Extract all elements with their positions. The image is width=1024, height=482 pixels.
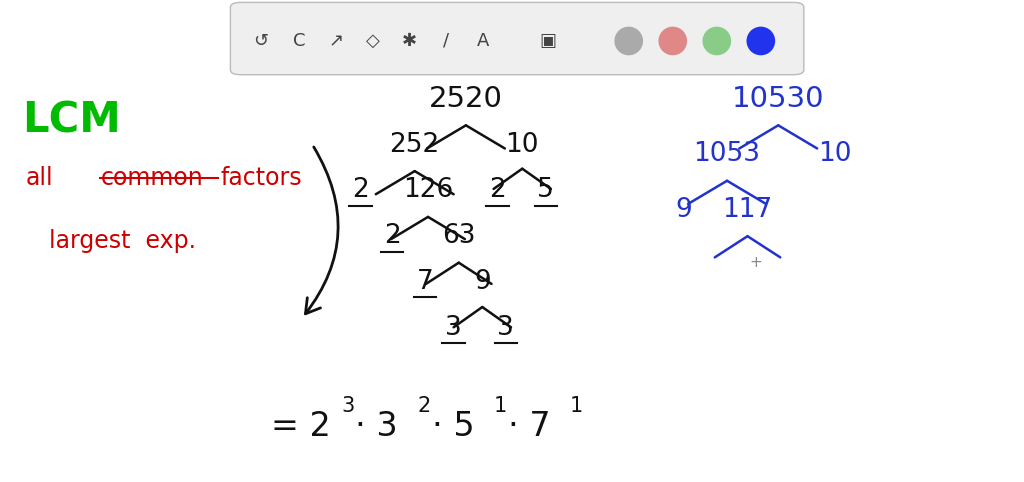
Text: · 7: · 7 (508, 410, 551, 443)
Text: 1053: 1053 (693, 141, 761, 167)
Ellipse shape (658, 27, 687, 55)
Text: = 2: = 2 (271, 410, 331, 443)
FancyBboxPatch shape (230, 2, 804, 75)
Text: 3: 3 (341, 396, 354, 416)
Text: 1: 1 (569, 396, 583, 416)
Text: 5: 5 (538, 177, 554, 203)
Text: 10530: 10530 (732, 85, 824, 113)
Text: 2: 2 (352, 177, 369, 203)
Text: 1: 1 (494, 396, 507, 416)
Text: +: + (750, 255, 762, 270)
Text: 9: 9 (676, 197, 692, 223)
Text: 9: 9 (474, 269, 490, 295)
Text: factors: factors (220, 166, 302, 190)
Ellipse shape (614, 27, 643, 55)
Ellipse shape (702, 27, 731, 55)
Text: 117: 117 (722, 197, 773, 223)
Text: 7: 7 (417, 269, 433, 295)
Text: 2: 2 (418, 396, 431, 416)
Text: 3: 3 (498, 315, 514, 341)
Text: 126: 126 (402, 177, 454, 203)
Ellipse shape (746, 27, 775, 55)
Text: ✱: ✱ (402, 32, 417, 50)
Text: ↗: ↗ (329, 32, 343, 50)
Text: 10: 10 (506, 132, 539, 158)
Text: 63: 63 (442, 223, 475, 249)
Text: 3: 3 (445, 315, 462, 341)
Text: ↺: ↺ (254, 32, 268, 50)
Text: 252: 252 (389, 132, 440, 158)
FancyArrowPatch shape (305, 147, 338, 314)
Text: common: common (100, 166, 203, 190)
Text: A: A (477, 32, 489, 50)
Text: 2: 2 (384, 223, 400, 249)
Text: /: / (443, 32, 450, 50)
Text: 2: 2 (489, 177, 506, 203)
Text: ▣: ▣ (540, 32, 556, 50)
Text: ◇: ◇ (366, 32, 380, 50)
Text: all: all (26, 166, 53, 190)
Text: · 5: · 5 (432, 410, 475, 443)
Text: 10: 10 (818, 141, 851, 167)
Text: 2520: 2520 (429, 85, 503, 113)
Text: LCM: LCM (23, 99, 121, 142)
Text: C: C (293, 32, 305, 50)
Text: · 3: · 3 (355, 410, 398, 443)
Text: largest  exp.: largest exp. (49, 229, 197, 253)
